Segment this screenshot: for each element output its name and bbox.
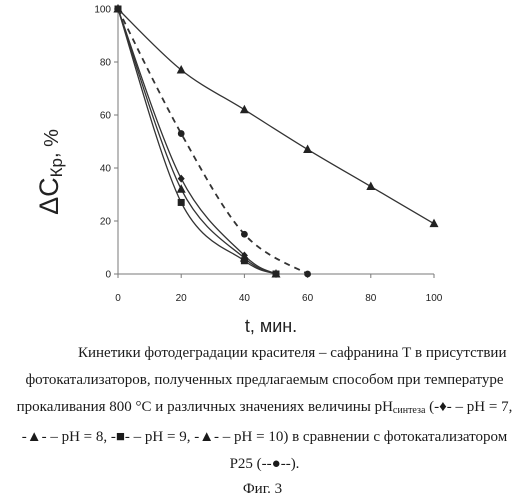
y-tick-label: 80 [100, 58, 112, 69]
series-5 [115, 6, 311, 278]
x-tick-label: 100 [426, 293, 443, 304]
series-line [118, 9, 434, 224]
x-tick-label: 80 [365, 293, 377, 304]
square-marker [178, 199, 185, 206]
caption-line-4: -▲- – pH = 8, -■- – pH = 9, -▲- – pH = 1… [12, 424, 517, 451]
x-axis-title: t, мин. [245, 316, 297, 336]
figure-caption: Кинетики фотодеградации красителя – сафр… [12, 340, 517, 478]
series-line [118, 9, 276, 274]
square-marker [241, 257, 248, 264]
series-1 [115, 5, 280, 278]
x-tick-label: 20 [176, 293, 188, 304]
x-tick-label: 40 [239, 293, 251, 304]
y-tick-label: 0 [105, 270, 111, 281]
circle-marker [115, 6, 122, 13]
diamond-marker [178, 175, 185, 183]
x-tick-label: 0 [115, 293, 121, 304]
triangle-marker [366, 182, 375, 191]
kinetics-chart: 0 20 40 60 80 100 0 20 40 60 80 100 ΔCКр, % t, мин. [0, 0, 525, 340]
y-tick-label: 40 [100, 164, 112, 175]
caption-line-3: прокаливания 800 °С и различных значения… [12, 394, 517, 424]
square-marker [273, 271, 280, 278]
series-3 [115, 6, 280, 278]
y-axis-title: ΔCКр, % [34, 129, 66, 215]
circle-marker [241, 231, 248, 238]
circle-marker [178, 130, 185, 137]
series-2 [114, 4, 281, 278]
series-line [118, 9, 308, 274]
triangle-marker [240, 105, 249, 114]
triangle-marker [303, 144, 312, 153]
y-tick-label: 20 [100, 217, 112, 228]
series-line [118, 9, 276, 274]
triangle-marker [177, 65, 186, 74]
caption-line-5: P25 (--●--). [12, 451, 517, 478]
figure-label: Фиг. 3 [0, 481, 525, 498]
chart-series [114, 4, 439, 278]
y-tick-label: 60 [100, 111, 112, 122]
series-line [118, 9, 276, 274]
x-tick-label: 60 [302, 293, 314, 304]
caption-line-2: фотокатализаторов, полученных предлагаем… [12, 367, 517, 394]
triangle-marker [430, 219, 439, 228]
caption-line-1: Кинетики фотодеградации красителя – сафр… [12, 340, 517, 367]
y-tick-label: 100 [94, 5, 111, 16]
chart-axes: 0 20 40 60 80 100 0 20 40 60 80 100 [94, 5, 442, 305]
series-4 [114, 4, 439, 227]
circle-marker [304, 271, 311, 278]
